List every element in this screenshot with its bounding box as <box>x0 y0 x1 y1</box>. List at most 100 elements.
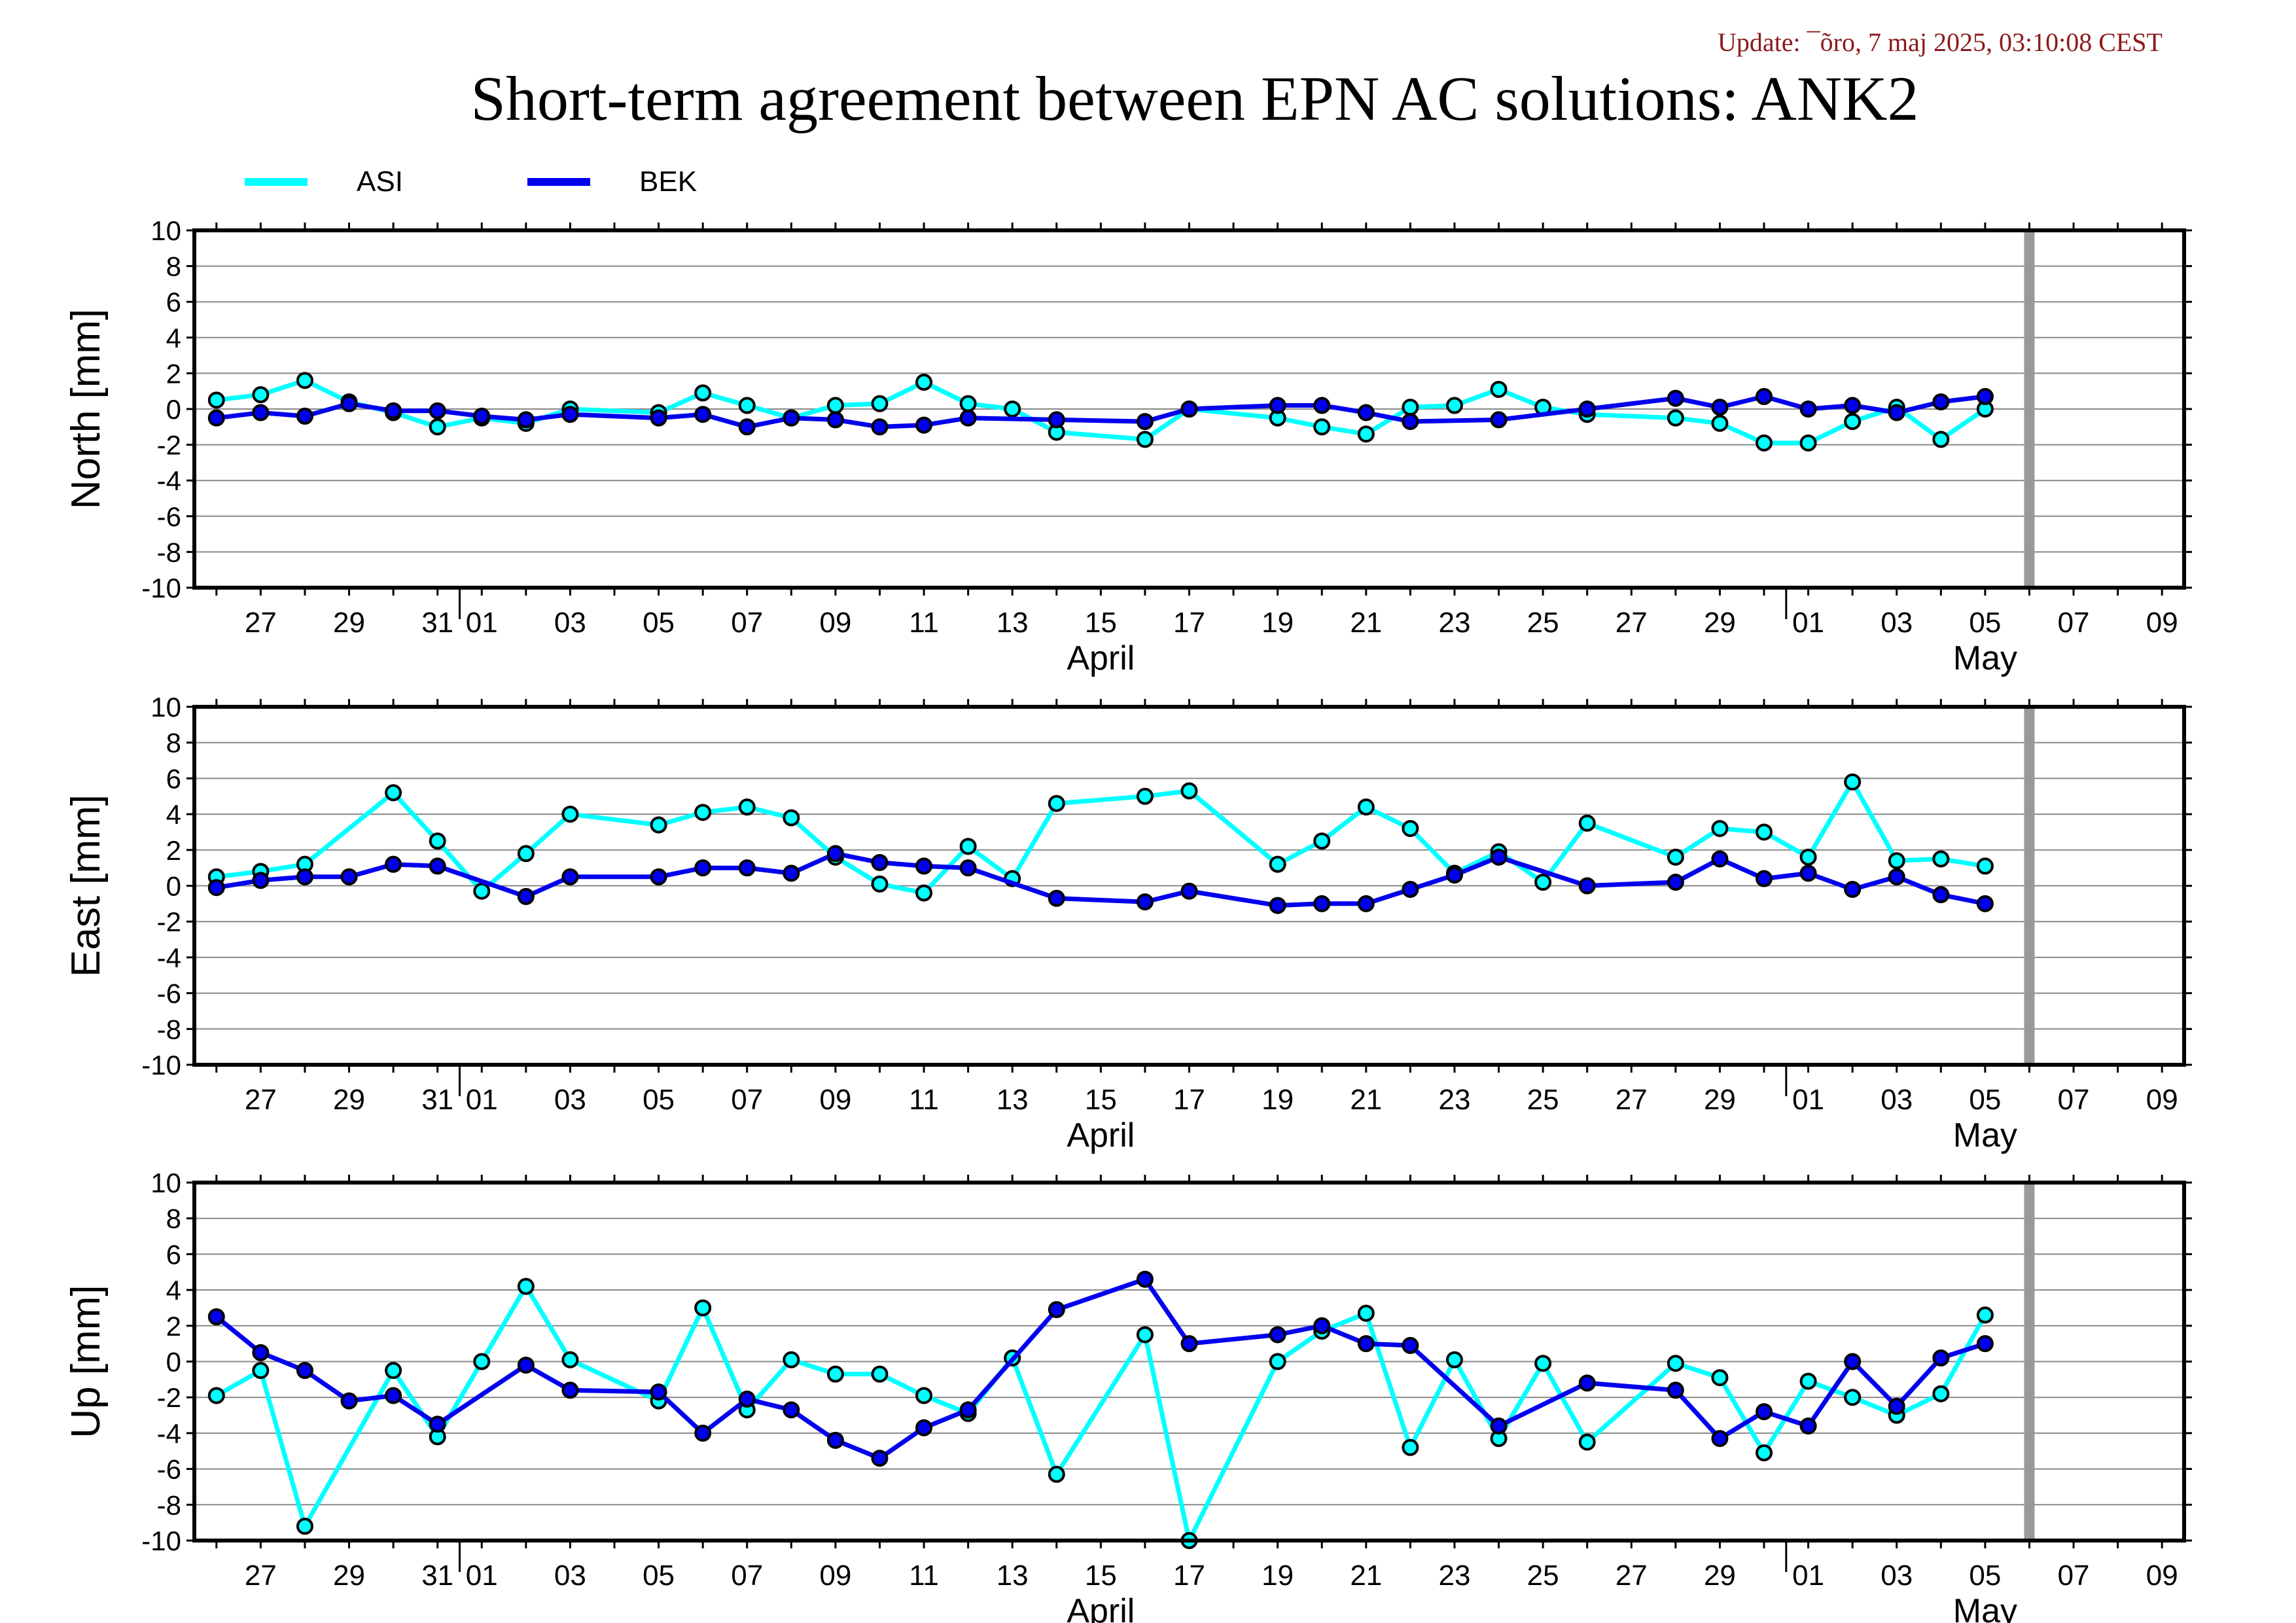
x-month-label: April <box>1067 1116 1135 1154</box>
data-point-bek <box>561 868 579 885</box>
data-point-bek <box>1932 886 1950 904</box>
data-point-bek <box>517 887 535 905</box>
data-point-asi <box>296 1518 313 1535</box>
data-point-asi <box>959 395 977 412</box>
series-bek <box>207 845 1994 914</box>
data-point-bek <box>1799 1417 1817 1435</box>
x-tick-label: 09 <box>819 1084 851 1116</box>
y-tick-label: -2 <box>157 430 181 461</box>
y-tick-label: 0 <box>166 871 181 902</box>
data-point-bek <box>694 859 712 877</box>
data-point-asi <box>207 1387 225 1404</box>
data-point-bek <box>429 857 446 875</box>
y-tick-label: 6 <box>166 1239 181 1270</box>
data-point-bek <box>1402 880 1419 898</box>
data-point-bek <box>1269 1326 1286 1344</box>
x-tick-label: 11 <box>909 1084 939 1116</box>
legend-label-bek: BEK <box>639 166 697 198</box>
x-tick-label: 15 <box>1085 1560 1117 1592</box>
legend: ASI BEK <box>245 166 697 198</box>
data-point-asi <box>826 397 844 414</box>
series-asi <box>207 1277 1994 1549</box>
data-point-bek <box>252 404 270 421</box>
data-point-bek <box>1711 850 1729 868</box>
x-tick-label: 11 <box>909 1560 939 1592</box>
data-point-bek <box>738 859 756 877</box>
x-tick-label: 13 <box>997 1084 1029 1116</box>
x-tick-label: 29 <box>333 607 365 639</box>
data-point-bek <box>473 407 491 425</box>
x-month-label: April <box>1067 1592 1135 1623</box>
x-tick-label: 07 <box>731 1084 763 1116</box>
y-tick-label: -8 <box>157 1489 181 1520</box>
x-tick-label: 15 <box>1085 607 1117 639</box>
data-point-asi <box>1799 848 1817 866</box>
x-month-label: May <box>1953 639 2017 677</box>
data-point-asi <box>1357 1304 1375 1322</box>
data-point-bek <box>296 1362 313 1380</box>
data-point-bek <box>1490 411 1508 429</box>
data-point-bek <box>561 1382 579 1399</box>
data-point-asi <box>871 875 889 893</box>
x-tick-label: 27 <box>1616 1560 1648 1592</box>
data-point-bek <box>1711 399 1729 416</box>
data-point-asi <box>296 372 313 389</box>
data-point-bek <box>1667 874 1684 891</box>
data-point-asi <box>1799 1372 1817 1390</box>
data-point-asi <box>1756 823 1773 841</box>
data-point-asi <box>1844 413 1862 431</box>
y-tick-label: 2 <box>166 835 181 866</box>
data-point-bek <box>207 409 225 427</box>
chart-title: Short-term agreement between EPN AC solu… <box>470 63 1918 134</box>
data-point-asi <box>871 395 889 412</box>
data-point-asi <box>385 784 402 802</box>
data-point-asi <box>694 384 712 402</box>
data-point-bek <box>694 406 712 423</box>
x-tick-label: 31 <box>421 1560 453 1592</box>
data-point-bek <box>871 853 889 871</box>
x-tick-label: 25 <box>1527 1084 1559 1116</box>
data-point-bek <box>1180 1335 1198 1353</box>
x-tick-label: 05 <box>1969 1084 2001 1116</box>
data-point-bek <box>871 418 889 436</box>
data-point-bek <box>1490 848 1508 866</box>
data-point-bek <box>252 1344 270 1361</box>
data-point-asi <box>473 882 491 900</box>
y-tick-label: 8 <box>166 728 181 758</box>
data-point-asi <box>429 832 446 850</box>
plot-frame <box>192 1181 2186 1543</box>
data-point-asi <box>1756 1444 1773 1461</box>
data-point-asi <box>1445 397 1463 414</box>
series-bek <box>207 387 1994 436</box>
y-tick-label: 6 <box>166 763 181 794</box>
data-point-asi <box>1799 434 1817 452</box>
data-point-bek <box>1756 387 1773 405</box>
data-point-asi <box>915 374 933 391</box>
data-point-asi <box>207 391 225 409</box>
y-tick-label: -2 <box>157 906 181 937</box>
x-tick-label: 27 <box>1616 1084 1648 1116</box>
x-tick-label: 03 <box>1881 1560 1913 1592</box>
x-tick-label: 27 <box>1616 607 1648 639</box>
data-point-asi <box>385 1362 402 1380</box>
x-tick-label: 03 <box>1881 1084 1913 1116</box>
x-tick-label: 05 <box>643 607 675 639</box>
data-point-asi <box>473 1353 491 1370</box>
data-point-bek <box>207 879 225 897</box>
data-point-bek <box>1578 1374 1596 1392</box>
data-point-asi <box>1490 380 1508 398</box>
data-point-bek <box>1667 389 1684 407</box>
data-point-asi <box>252 1362 270 1380</box>
data-point-bek <box>1888 868 1905 885</box>
data-point-asi <box>1888 852 1905 870</box>
data-point-bek <box>207 1308 225 1326</box>
data-point-bek <box>1799 865 1817 882</box>
data-point-asi <box>1667 1355 1684 1372</box>
y-tick-label: -8 <box>157 1014 181 1044</box>
data-point-asi <box>1534 1355 1552 1372</box>
data-point-bek <box>1578 877 1596 895</box>
data-point-asi <box>650 816 667 834</box>
data-point-bek <box>650 1383 667 1400</box>
plot-frame <box>192 705 2186 1067</box>
